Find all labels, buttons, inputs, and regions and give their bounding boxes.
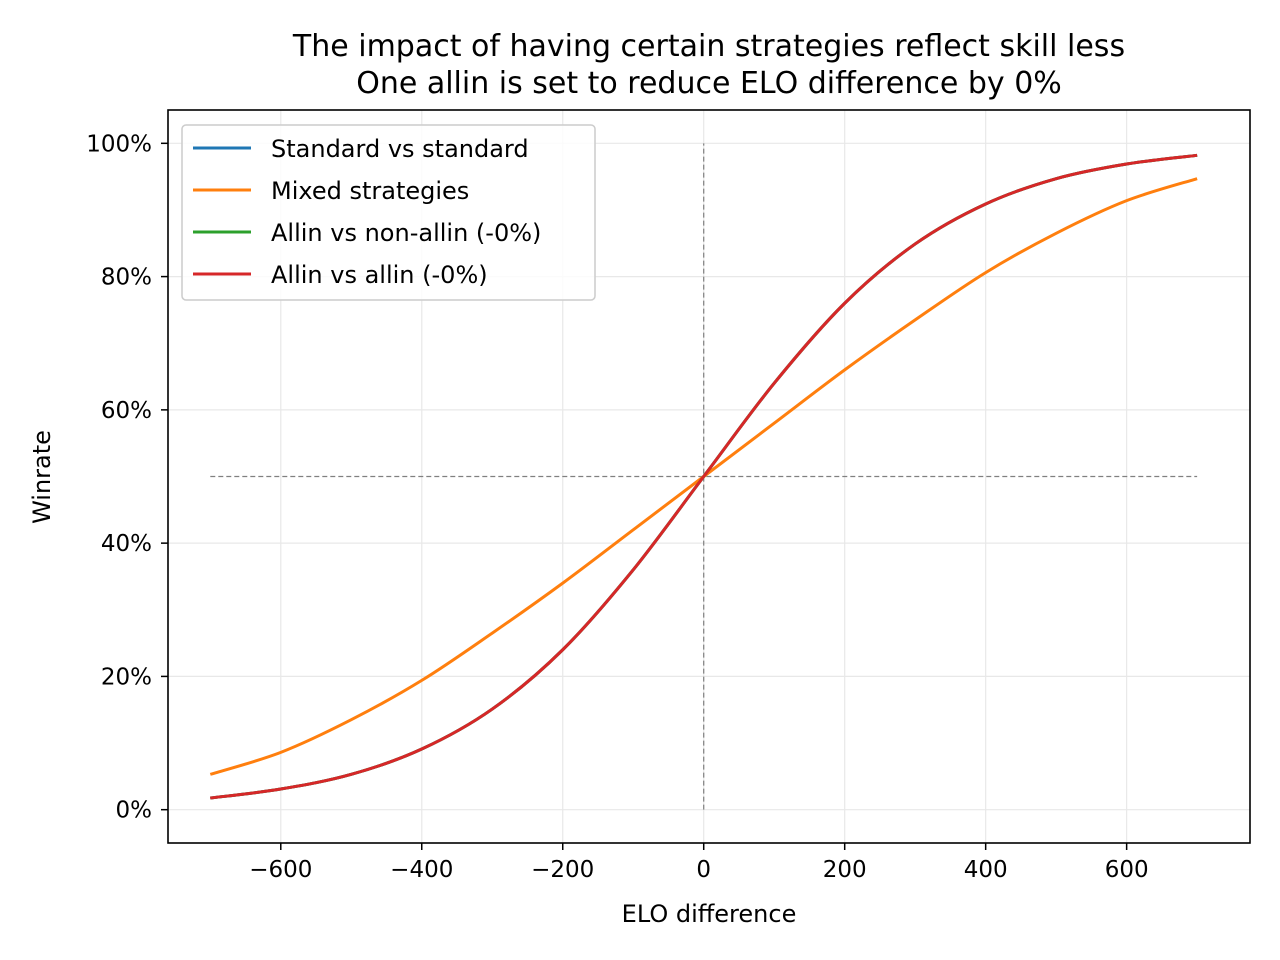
x-tick: −200 [531, 843, 594, 883]
x-tick-label: 200 [823, 857, 867, 883]
x-axis-label: ELO difference [622, 900, 797, 928]
chart-title-line-1: The impact of having certain strategies … [292, 29, 1125, 64]
y-axis-label: Winrate [28, 430, 56, 524]
x-tick-label: −400 [390, 857, 453, 883]
y-tick: 80% [101, 265, 168, 291]
x-tick: 0 [696, 843, 711, 883]
x-tick-label: 0 [696, 857, 711, 883]
plot-frame [167, 109, 1251, 844]
x-tick: 200 [823, 843, 867, 883]
x-tick: −600 [249, 843, 312, 883]
y-tick-label: 0% [116, 798, 153, 824]
y-tick: 20% [101, 664, 168, 690]
y-tick: 60% [101, 398, 168, 424]
series-lines [209, 153, 1198, 800]
legend: Standard vs standard Mixed strategies Al… [181, 124, 596, 301]
reference-lines [210, 143, 1198, 810]
series-line-allin-vs-allin [210, 153, 1198, 800]
chart-title-line-2: One allin is set to reduce ELO differenc… [356, 66, 1062, 101]
x-tick-label: 400 [964, 857, 1008, 883]
x-axis-ticks: −600 −400 −200 0 200 400 600 [249, 843, 1149, 883]
y-tick-label: 20% [101, 664, 152, 690]
y-tick-label: 60% [101, 398, 152, 424]
legend-label-allin-vs-allin: Allin vs allin (-0%) [271, 261, 488, 289]
legend-label-standard: Standard vs standard [271, 135, 529, 163]
x-tick: −400 [390, 843, 453, 883]
x-tick: 400 [964, 843, 1008, 883]
y-tick-label: 100% [86, 131, 152, 157]
legend-box [181, 124, 596, 301]
y-tick-label: 40% [101, 531, 152, 557]
y-tick: 40% [101, 531, 168, 557]
legend-label-mixed: Mixed strategies [271, 177, 469, 205]
x-tick-label: −200 [531, 857, 594, 883]
y-tick: 0% [116, 798, 168, 824]
y-tick-label: 80% [101, 265, 152, 291]
legend-label-allin-vs-non-allin: Allin vs non-allin (-0%) [271, 219, 541, 247]
y-tick: 100% [86, 131, 168, 157]
x-tick-label: 600 [1105, 857, 1149, 883]
x-tick-label: −600 [249, 857, 312, 883]
y-axis-ticks: 0% 20% 40% 60% 80% 100% [86, 131, 168, 824]
x-tick: 600 [1105, 843, 1149, 883]
